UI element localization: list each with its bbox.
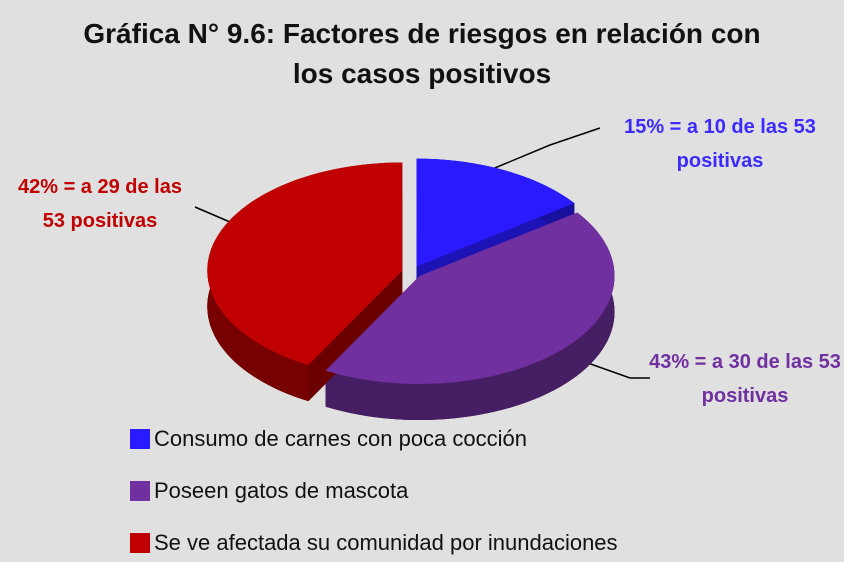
slice	[325, 212, 615, 384]
slice-wall	[325, 212, 615, 420]
legend-label: Consumo de carnes con poca cocción	[154, 426, 527, 451]
data-label: 15% = a 10 de las 53 positivas	[624, 116, 816, 172]
legend-swatch	[130, 533, 150, 553]
leader-line	[584, 361, 650, 379]
legend-item: Se ve afectada su comunidad por inundaci…	[130, 530, 618, 556]
legend-item: Poseen gatos de mascota	[130, 478, 408, 504]
slice	[416, 158, 575, 267]
legend-swatch	[130, 429, 150, 449]
legend-swatch	[130, 481, 150, 501]
data-label: 42% = a 29 de las 53 positivas	[17, 176, 182, 232]
leader-line	[489, 127, 601, 171]
legend-label: Poseen gatos de mascota	[154, 478, 409, 503]
chart-title: Gráfica N° 9.6: Factores de riesgos en r…	[83, 18, 761, 89]
data-label: 43% = a 30 de las 53 positivas	[649, 351, 841, 407]
legend-label: Se ve afectada su comunidad por inundaci…	[154, 530, 618, 555]
slice	[207, 162, 403, 366]
leader-line	[194, 206, 231, 223]
legend-item: Consumo de carnes con poca cocción	[130, 426, 527, 452]
